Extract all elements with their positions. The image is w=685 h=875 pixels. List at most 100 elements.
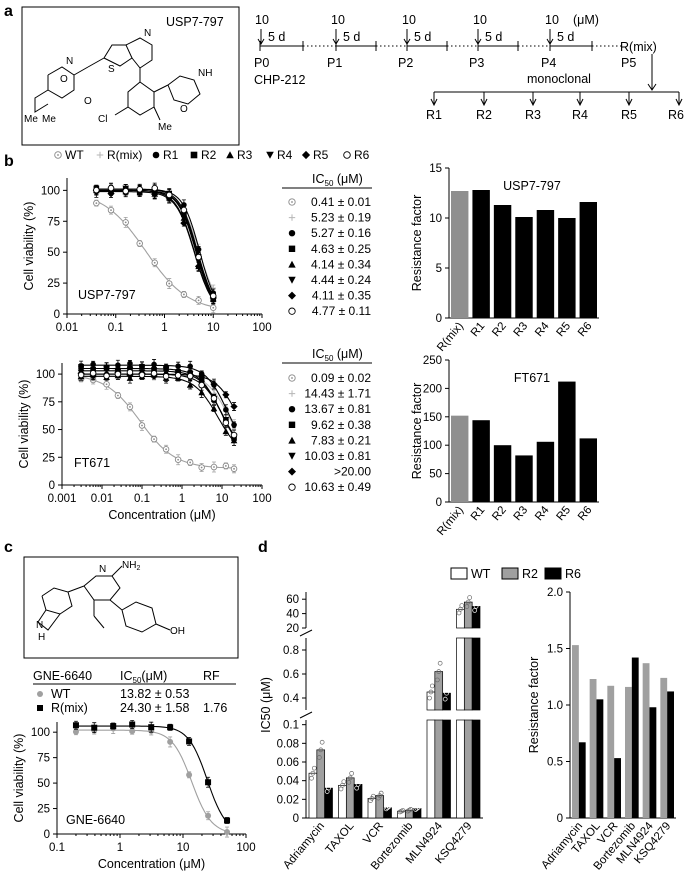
ic50-marker-1: [288, 390, 296, 397]
dose-3: 10: [473, 13, 487, 27]
ic50-marker-6: [288, 467, 296, 476]
ic50-marker-7: [288, 483, 296, 491]
bar-R1: [472, 420, 490, 502]
dose-0: 10: [255, 13, 269, 27]
bar-MLN4924-R6: [649, 707, 657, 818]
y-tick-label-4: 2.0: [547, 587, 563, 599]
atom-o: O: [84, 96, 92, 107]
y-tick-label-5: 250: [423, 355, 442, 367]
y-tick-label-3: 1.5: [547, 644, 563, 656]
ic50-value-3: 9.62 ± 0.38: [311, 418, 371, 432]
point-WT-8-dot: [212, 306, 215, 309]
ic50-value-4: 7.83 ± 0.21: [311, 433, 371, 447]
x-tick-label-2: VCR: [361, 820, 386, 846]
ic50-marker-5: [288, 276, 296, 284]
point-R3-9: [186, 381, 194, 388]
bar-Adriamycin-R2: [316, 749, 326, 819]
dose-1: 10: [331, 13, 345, 27]
replicate-point: [378, 790, 384, 796]
point-R2-5: [139, 364, 145, 370]
passage-p3: P3: [469, 56, 484, 70]
replicate-point: [473, 604, 479, 609]
bar-MLN4924-R2: [434, 719, 444, 819]
atom-n-indazole: N: [36, 620, 43, 631]
panel-label-d: d: [258, 539, 268, 556]
point-WT-8: [224, 829, 231, 836]
y-axis-label: Resistance factor: [410, 195, 424, 292]
interval-5: 5 d: [557, 30, 574, 44]
point-WT-1-dot: [110, 209, 112, 212]
ic50-value-5: 4.44 ± 0.24: [311, 273, 371, 287]
x-tick-label-3: 1: [179, 493, 185, 505]
bar-R6: [579, 202, 597, 318]
ic50-value-4: 4.14 ± 0.34: [311, 257, 371, 271]
chart-title: FT671: [514, 371, 550, 385]
bar-KSQ4279-R6: [667, 691, 674, 818]
point-R(mix)-2: [110, 723, 117, 730]
atom-h-indazole: H: [38, 632, 45, 643]
point-WT-0-dot: [95, 202, 98, 205]
x-tick-label-0: Adriamycin: [281, 820, 327, 871]
x-tick-label-2: 10: [177, 842, 190, 854]
legend-label-6: R5: [313, 148, 329, 162]
atom-nh2: NH: [122, 560, 136, 571]
legend-marker-4: [226, 151, 234, 159]
bar-VCR-R6: [383, 807, 392, 819]
ic50-value-6: 4.11 ± 0.35: [312, 289, 371, 303]
y-tick-label-1: 50: [429, 469, 442, 481]
ic50-marker-4: [288, 436, 296, 444]
ic50-sub: 50: [325, 179, 334, 188]
legend-marker-2: [152, 151, 160, 159]
x-axis-label: Concentration (μM): [98, 857, 205, 871]
point-R5-12: [222, 391, 230, 399]
legend-label-5: R4: [277, 148, 293, 162]
legend-label-3: R2: [201, 148, 217, 162]
point-R6-11: [210, 395, 218, 402]
bar-R3: [515, 455, 533, 502]
passage-p0: P0: [254, 56, 269, 70]
point-R4-7: [162, 366, 170, 373]
bar-MLN4924-WT: [426, 691, 436, 711]
ic50-marker-7: [288, 307, 296, 315]
axis-break: [299, 629, 313, 637]
replicate-point: [383, 806, 389, 812]
replicate-point: [427, 695, 432, 701]
point-R6-10: [198, 381, 205, 389]
gne-6640-structure: NH2 N N H OH: [23, 556, 239, 659]
panel-label-b: b: [4, 153, 14, 170]
svg-text:IC50(μM): IC50(μM): [120, 669, 167, 685]
atom-n: N: [66, 56, 73, 67]
point-R(mix)-4: [148, 724, 155, 731]
ic50-marker-6: [288, 291, 296, 300]
legend-marker-3: [190, 151, 198, 159]
x-tick-label-1: TAXOL: [324, 820, 357, 856]
y-axis-label: Resistance factor: [527, 657, 541, 754]
point-WT-12-dot: [224, 465, 227, 467]
replicate-point: [309, 775, 314, 781]
bar-Bortezomib-R6: [631, 657, 639, 818]
point-R6-13: [230, 431, 238, 439]
row-wt-label: WT: [51, 687, 71, 701]
point-R6-6: [150, 370, 158, 377]
svg-text:NH2: NH2: [122, 560, 140, 572]
table-header-ic: IC: [120, 669, 133, 683]
x-tick-label-4: R4: [533, 504, 552, 523]
atom-me3: Me: [42, 114, 56, 125]
panel-label-c: c: [4, 539, 13, 556]
replicate-point: [459, 603, 465, 608]
replicate-point: [464, 604, 470, 609]
bar-R2: [493, 205, 512, 318]
y-axis-label: Cell viability (%): [22, 202, 36, 291]
y-tick-label-2: 50: [47, 247, 60, 259]
replicate-point: [442, 696, 448, 702]
ic50-value-1: 14.43 ± 1.71: [304, 387, 371, 401]
point-R6-3: [114, 370, 122, 378]
x-tick-label-0: 0.01: [56, 322, 78, 334]
x-tick-label-4: 100: [252, 322, 271, 334]
interval-2: 5 d: [343, 30, 360, 44]
bar-R4: [536, 441, 555, 502]
point-R6-2: [103, 372, 110, 380]
legend-label-R2: R2: [522, 567, 538, 581]
bar-KSQ4279-WT: [456, 637, 465, 711]
point-R3-11: [210, 405, 218, 412]
